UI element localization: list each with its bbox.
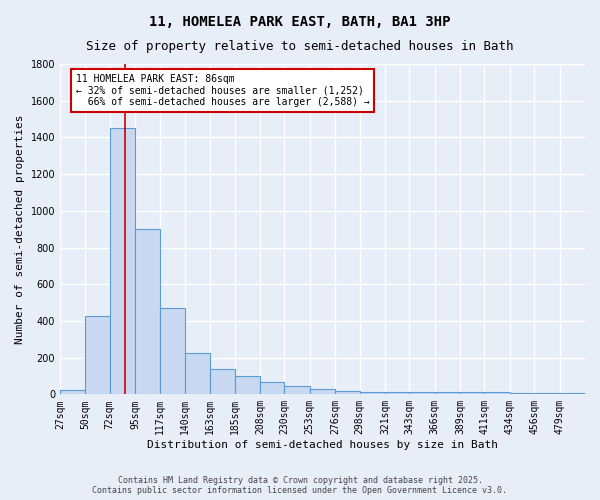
Bar [260,382,284,394]
Bar [211,368,235,394]
Bar [85,316,110,394]
Text: Contains HM Land Registry data © Crown copyright and database right 2025.
Contai: Contains HM Land Registry data © Crown c… [92,476,508,495]
Bar [235,376,260,394]
Bar [335,390,359,394]
Bar [185,353,211,395]
Bar [135,229,160,394]
Text: Size of property relative to semi-detached houses in Bath: Size of property relative to semi-detach… [86,40,514,53]
Bar [434,392,460,394]
Bar [484,392,510,394]
Bar [310,389,335,394]
Y-axis label: Number of semi-detached properties: Number of semi-detached properties [15,114,25,344]
X-axis label: Distribution of semi-detached houses by size in Bath: Distribution of semi-detached houses by … [147,440,498,450]
Bar [359,392,385,394]
Bar [284,386,310,394]
Bar [110,128,135,394]
Bar [160,308,185,394]
Bar [385,392,409,394]
Text: 11 HOMELEA PARK EAST: 86sqm
← 32% of semi-detached houses are smaller (1,252)
  : 11 HOMELEA PARK EAST: 86sqm ← 32% of sem… [76,74,370,107]
Bar [409,392,434,394]
Bar [460,392,484,394]
Bar [60,390,85,394]
Text: 11, HOMELEA PARK EAST, BATH, BA1 3HP: 11, HOMELEA PARK EAST, BATH, BA1 3HP [149,15,451,29]
